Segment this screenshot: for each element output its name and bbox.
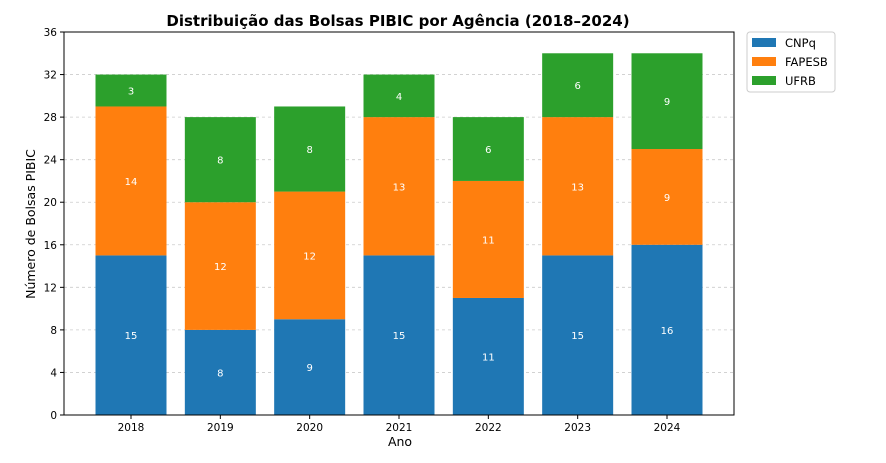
bar-cnpq-2022	[452, 297, 524, 415]
bar-ufrb-2020	[274, 106, 346, 192]
x-tick-label: 2022	[475, 422, 502, 434]
bar-ufrb-2023	[542, 53, 614, 118]
y-tick-label: 16	[44, 240, 58, 252]
legend-swatch-ufrb	[752, 76, 776, 85]
data-label: 15	[393, 331, 406, 342]
x-tick-label: 2023	[564, 422, 591, 434]
data-label: 8	[306, 145, 312, 156]
bar-fapesb-2019	[184, 202, 256, 330]
bar-fapesb-2021	[363, 117, 435, 256]
plot-frame	[63, 31, 735, 416]
bar-cnpq-2021	[363, 255, 435, 415]
data-label: 11	[482, 235, 495, 246]
y-axis-label: Número de Bolsas PIBIC	[23, 149, 38, 299]
x-tick-label: 2020	[296, 422, 323, 434]
data-label: 6	[574, 81, 580, 92]
x-axis-label: Ano	[388, 434, 412, 449]
data-label: 3	[128, 87, 134, 98]
data-label: 13	[393, 182, 406, 193]
chart-title: Distribuição das Bolsas PIBIC por Agênci…	[166, 12, 629, 30]
x-tick-label: 2018	[118, 422, 145, 434]
y-tick-label: 12	[44, 282, 57, 294]
data-label: 9	[664, 193, 670, 204]
data-label: 16	[661, 326, 674, 337]
data-label: 13	[571, 182, 584, 193]
bar-cnpq-2019	[184, 329, 256, 415]
bar-ufrb-2018	[95, 74, 167, 107]
bar-ufrb-2024	[631, 53, 703, 150]
bar-fapesb-2022	[452, 180, 524, 298]
y-tick-label: 24	[44, 155, 58, 167]
data-label: 8	[217, 156, 223, 167]
legend-label-ufrb: UFRB	[785, 74, 816, 88]
legend-swatch-cnpq	[752, 38, 776, 47]
y-tick-label: 8	[50, 325, 57, 337]
bar-fapesb-2024	[631, 149, 703, 245]
data-label: 14	[125, 177, 138, 188]
bar-cnpq-2020	[274, 319, 346, 415]
data-label: 9	[664, 97, 670, 108]
data-label: 11	[482, 352, 495, 363]
bar-cnpq-2018	[95, 255, 167, 415]
bar-ufrb-2021	[363, 74, 435, 118]
data-label: 15	[571, 331, 584, 342]
legend-label-cnpq: CNPq	[785, 36, 816, 50]
data-label: 15	[125, 331, 138, 342]
data-label: 12	[214, 262, 227, 273]
bar-ufrb-2019	[184, 117, 256, 203]
bar-ufrb-2022	[452, 117, 524, 181]
bar-cnpq-2023	[542, 255, 614, 415]
data-label: 12	[303, 251, 316, 262]
x-tick-label: 2024	[654, 422, 681, 434]
bar-fapesb-2020	[274, 191, 346, 320]
bar-fapesb-2023	[542, 117, 614, 256]
legend-label-fapesb: FAPESB	[785, 55, 828, 69]
y-tick-label: 28	[44, 112, 57, 124]
data-label: 8	[217, 368, 223, 379]
data-label: 4	[396, 92, 402, 103]
legend-swatch-fapesb	[752, 57, 776, 66]
y-tick-label: 32	[44, 70, 57, 82]
y-tick-label: 20	[44, 197, 57, 209]
x-tick-label: 2019	[207, 422, 234, 434]
bar-fapesb-2018	[95, 106, 167, 256]
bar-cnpq-2024	[631, 244, 703, 415]
y-tick-label: 0	[50, 410, 57, 422]
data-label: 6	[485, 145, 491, 156]
data-label: 9	[306, 363, 312, 374]
y-tick-label: 36	[44, 27, 58, 39]
y-tick-label: 4	[50, 367, 57, 379]
x-tick-label: 2021	[386, 422, 413, 434]
